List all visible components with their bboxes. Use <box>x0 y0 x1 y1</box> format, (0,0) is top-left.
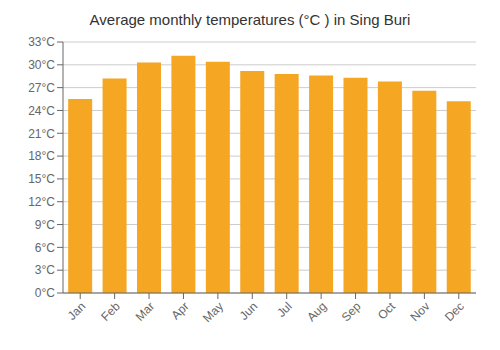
svg-text:15°C: 15°C <box>28 172 55 186</box>
svg-text:Nov: Nov <box>408 299 433 324</box>
svg-text:Dec: Dec <box>442 299 467 324</box>
svg-text:Oct: Oct <box>375 299 399 323</box>
svg-text:30°C: 30°C <box>28 58 55 72</box>
svg-text:9°C: 9°C <box>35 218 55 232</box>
svg-text:0°C: 0°C <box>35 286 55 300</box>
svg-text:Jun: Jun <box>237 299 261 323</box>
svg-text:Aug: Aug <box>304 299 329 324</box>
svg-text:3°C: 3°C <box>35 263 55 277</box>
svg-text:Jan: Jan <box>65 299 89 323</box>
svg-text:12°C: 12°C <box>28 195 55 209</box>
svg-text:24°C: 24°C <box>28 104 55 118</box>
html-text:Average monthly temperatures (: Average monthly temperatures (°C ) in Si… <box>89 11 411 28</box>
svg-text:Jul: Jul <box>274 299 295 320</box>
svg-text:Apr: Apr <box>168 299 191 322</box>
svg-text:Feb: Feb <box>98 299 123 324</box>
svg-text:6°C: 6°C <box>35 241 55 255</box>
svg-text:33°C: 33°C <box>28 35 55 49</box>
svg-text:May: May <box>200 299 226 325</box>
svg-text:Sep: Sep <box>339 299 364 324</box>
svg-text:18°C: 18°C <box>28 149 55 163</box>
svg-text:27°C: 27°C <box>28 81 55 95</box>
svg-text:Mar: Mar <box>133 299 158 324</box>
svg-text:21°C: 21°C <box>28 127 55 141</box>
